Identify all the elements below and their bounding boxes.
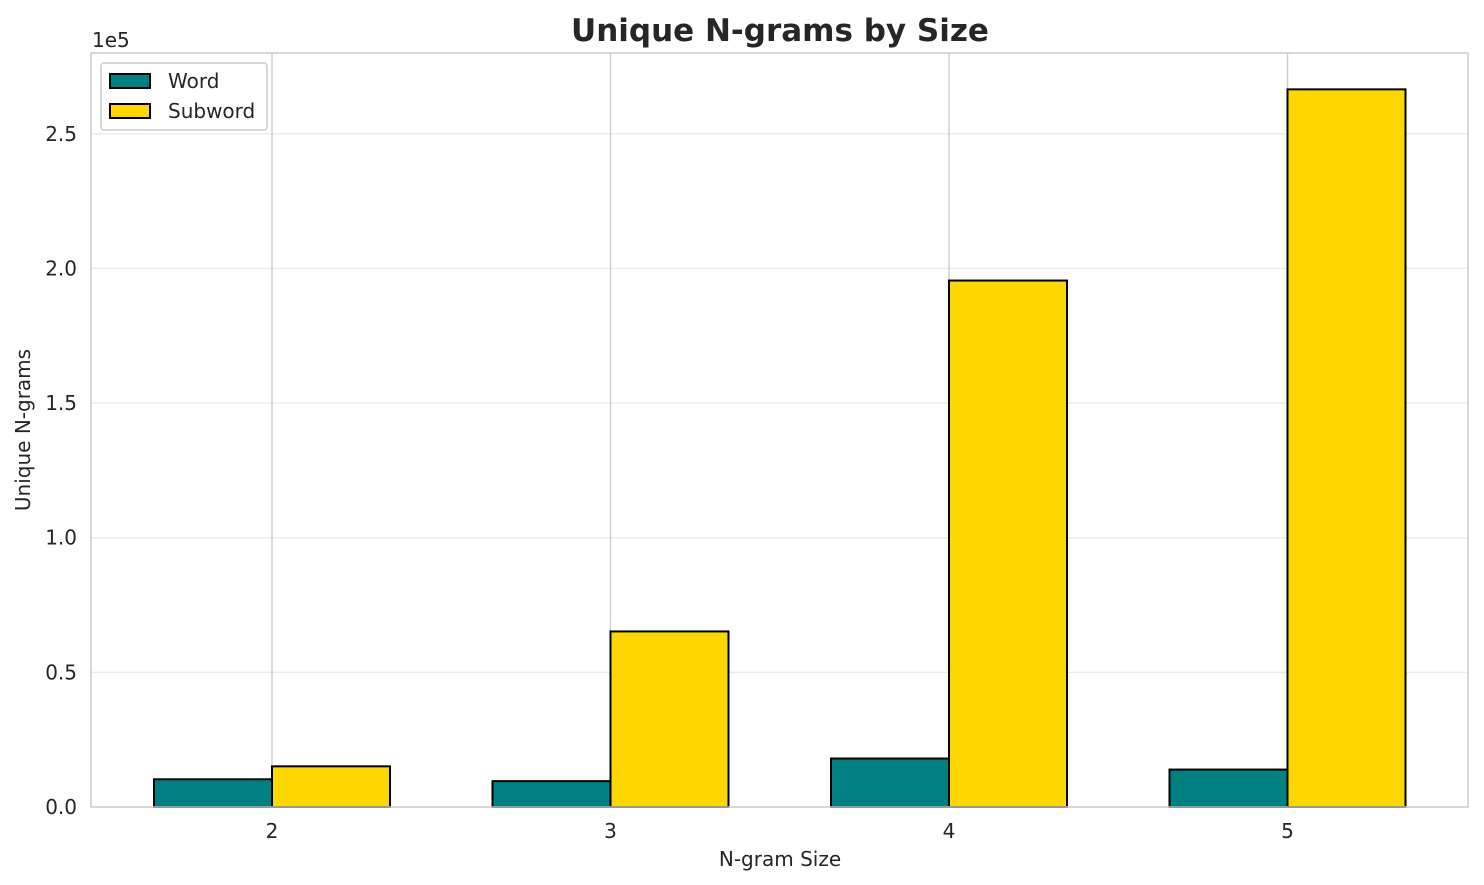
y-tick-label: 2.5 — [45, 122, 77, 146]
y-tick-label: 1.5 — [45, 391, 77, 415]
x-tick-label: 4 — [943, 819, 956, 843]
plot-frame — [90, 52, 1469, 808]
bar-word-2 — [153, 778, 273, 808]
y-tick-labels: 0.0 0.5 1.0 1.5 2.0 2.5 — [45, 122, 77, 819]
x-tick-label: 5 — [1281, 819, 1294, 843]
x-axis-label: N-gram Size — [719, 847, 841, 871]
legend-swatch-word — [109, 73, 151, 89]
y-tick-label: 2.0 — [45, 256, 77, 280]
chart-title: Unique N-grams by Size — [571, 13, 989, 49]
legend-label-word: Word — [168, 69, 219, 93]
y-axis-label: Unique N-grams — [11, 349, 35, 511]
bar-subword-5 — [1286, 88, 1407, 808]
legend: Word Subword — [100, 62, 268, 131]
legend-label-subword: Subword — [168, 99, 255, 123]
bar-subword-3 — [609, 630, 730, 808]
y-offset-label: 1e5 — [92, 28, 130, 52]
bar-subword-4 — [948, 279, 1068, 808]
bar-word-5 — [1168, 768, 1289, 808]
bar-subword-2 — [271, 765, 391, 808]
x-tick-label: 3 — [604, 819, 617, 843]
x-tick-labels: 2 3 4 5 — [266, 819, 1294, 843]
y-tick-label: 0.5 — [45, 660, 77, 684]
bar-word-4 — [830, 757, 950, 808]
x-tick-label: 2 — [266, 819, 279, 843]
y-tick-label: 0.0 — [45, 795, 77, 819]
bar-word-3 — [491, 780, 612, 808]
y-tick-label: 1.0 — [45, 526, 77, 550]
legend-swatch-subword — [109, 103, 151, 119]
bars — [153, 88, 1407, 808]
